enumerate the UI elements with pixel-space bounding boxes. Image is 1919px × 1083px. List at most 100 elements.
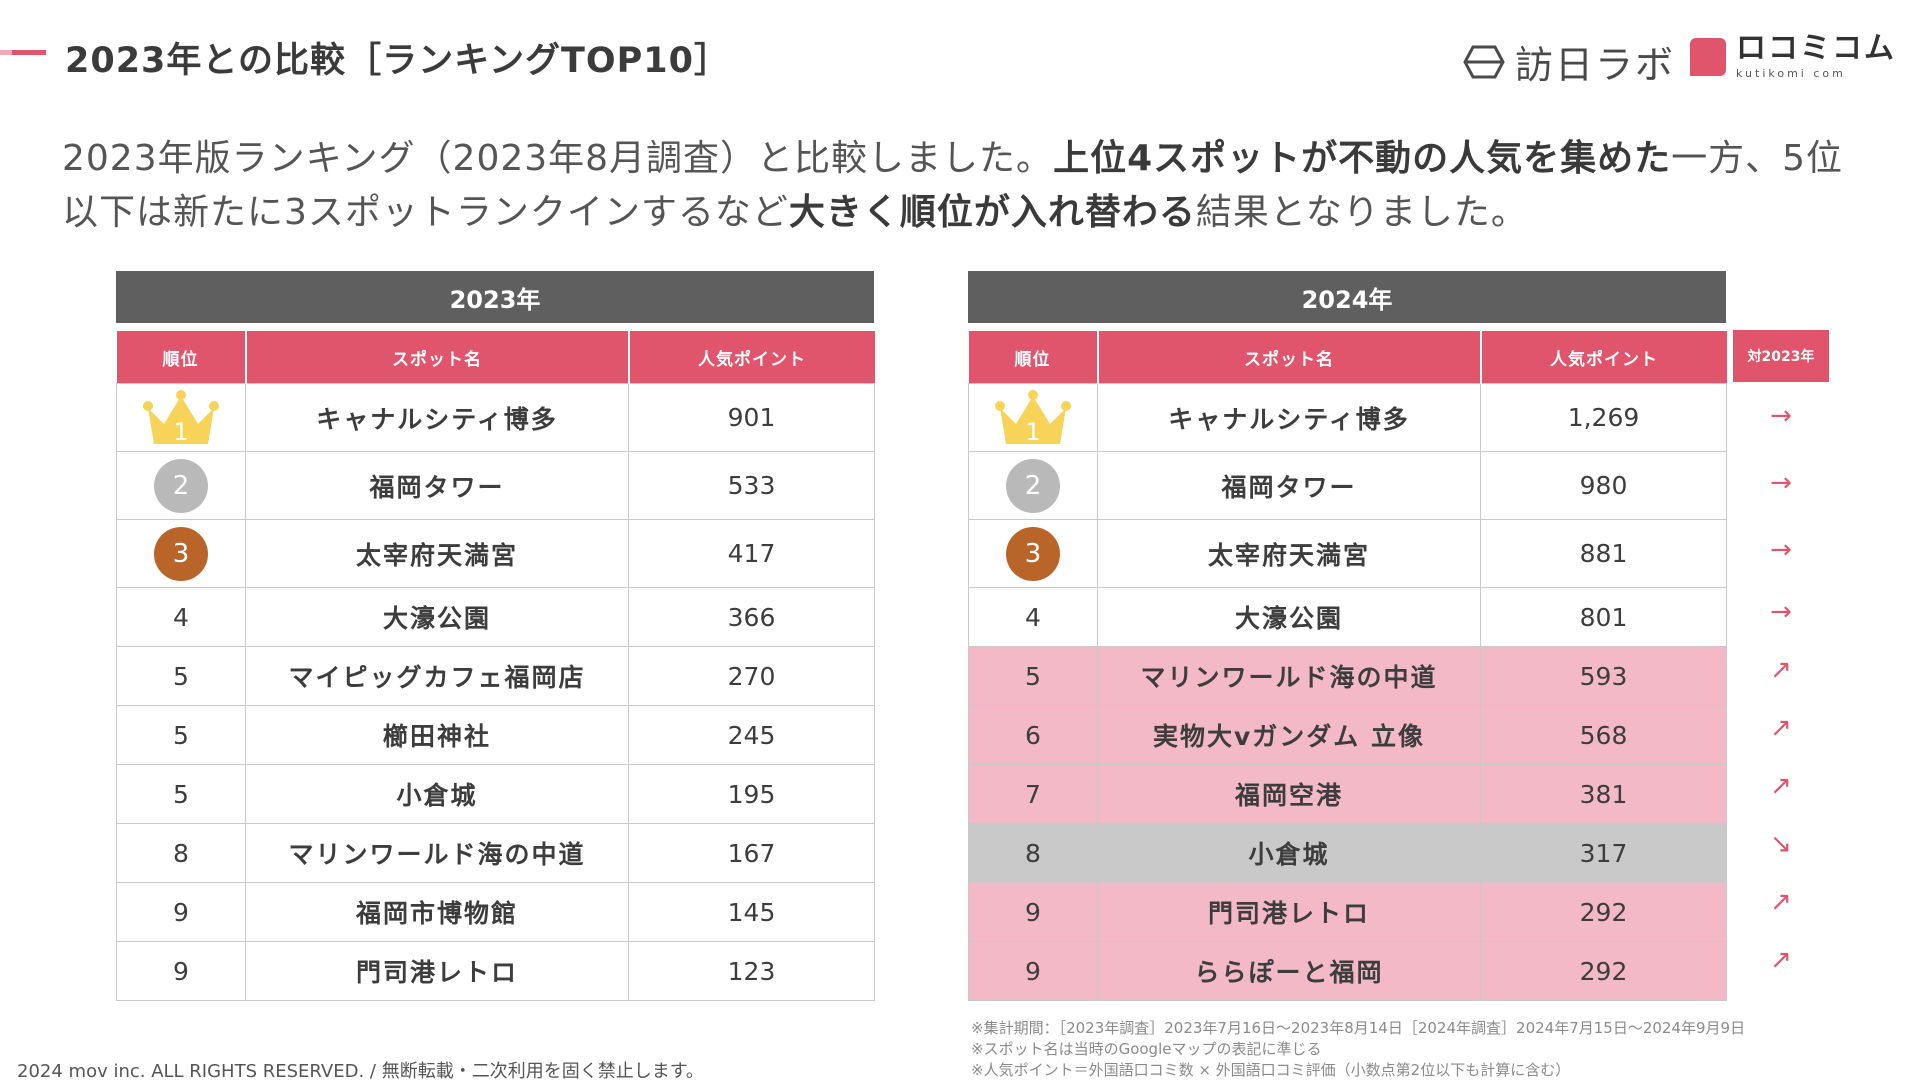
ranking-rows-2023: 1 キャナルシティ博多 901 2 福岡タワー 533 3 太宰府天満宮 417 4 大濠公園 366… (116, 383, 875, 1001)
spot-name-cell: 太宰府天満宮 (1097, 519, 1481, 588)
points-cell: 1,269 (1480, 383, 1727, 452)
crown-icon: 1 (143, 389, 219, 446)
points-cell: 980 (1480, 451, 1727, 520)
arrow-up-right-icon: ↗ (1770, 771, 1792, 801)
bronze-medal-badge: 3 (1006, 526, 1060, 581)
column-header-rank: 順位 (116, 331, 246, 384)
spot-name-cell: 門司港レトロ (1097, 882, 1481, 942)
points-cell: 881 (1480, 519, 1727, 588)
spot-name-cell: キャナルシティ博多 (1097, 383, 1481, 452)
arrow-up-right-icon: ↗ (1770, 713, 1792, 743)
points-cell: 245 (628, 705, 875, 765)
column-header-spot: スポット名 (1096, 331, 1481, 384)
spot-name-cell: 大濠公園 (1097, 587, 1481, 647)
points-cell: 533 (628, 451, 875, 520)
table-row: 6 実物大vガンダム 立像 568 (968, 705, 1727, 765)
spot-name-cell: 大濠公園 (245, 587, 629, 647)
year-header-2024: 2024年 (968, 271, 1726, 323)
table-row: 9 門司港レトロ 292 (968, 882, 1727, 942)
ranking-rows-2024: 1 キャナルシティ博多 1,269 2 福岡タワー 980 3 太宰府天満宮 881 4 大濠公園 8… (968, 383, 1727, 1001)
arrow-right-icon: → (1770, 534, 1792, 565)
arrow-up-right-icon: ↗ (1770, 945, 1792, 975)
rank-cell: 7 (968, 764, 1098, 824)
change-column: 対2023年 → → → → ↗ ↗ ↗ ↘ ↗ ↗ (1733, 330, 1829, 989)
table-row: 3 太宰府天満宮 881 (968, 519, 1727, 588)
rank-cell: 4 (116, 587, 246, 647)
spot-name-cell: 実物大vガンダム 立像 (1097, 705, 1481, 765)
points-cell: 568 (1480, 705, 1727, 765)
points-cell: 145 (628, 882, 875, 942)
page-title: 2023年との比較［ランキングTOP10］ (65, 41, 730, 81)
points-cell: 901 (628, 383, 875, 452)
arrow-up-right-icon: ↗ (1770, 887, 1792, 917)
table-row: 8 小倉城 317 (968, 823, 1727, 883)
spot-name-cell: 福岡空港 (1097, 764, 1481, 824)
lead-emphasis-2: 大きく順位が入れ替わる (788, 192, 1196, 233)
silver-medal-badge: 2 (154, 458, 208, 513)
points-cell: 292 (1480, 941, 1727, 1001)
arrow-down-right-icon: ↘ (1770, 829, 1792, 859)
change-cells: → → → → ↗ ↗ ↗ ↘ ↗ ↗ (1733, 382, 1829, 989)
crown-rank-label: 1 (1025, 418, 1040, 446)
rank-cell: 8 (116, 823, 246, 883)
houjin-lab-logo: 訪日ラボ (1463, 34, 1675, 89)
table-row: 1 キャナルシティ博多 1,269 (968, 383, 1727, 452)
footnote-period: ※集計期間：［2023年調査］2023年7月16日〜2023年8月14日［202… (971, 1019, 1746, 1037)
spot-name-cell: 福岡市博物館 (245, 882, 629, 942)
lead-paragraph: 2023年版ランキング（2023年8月調査）と比較しました。上位4スポットが不動… (62, 132, 1872, 240)
spot-name-cell: ららぽーと福岡 (1097, 941, 1481, 1001)
lead-text-1: 2023年版ランキング（2023年8月調査）と比較しました。 (62, 138, 1054, 179)
table-row: 2 福岡タワー 533 (116, 451, 875, 520)
ranking-table-2024: 2024年 順位 スポット名 人気ポイント 1 キャナルシティ博多 1,269 2 福岡… (968, 271, 1727, 1001)
spot-name-cell: キャナルシティ博多 (245, 383, 629, 452)
column-header-spot: スポット名 (244, 331, 629, 384)
kutikomi-logo: ロコミコム kutikomi com (1690, 34, 1896, 79)
rank-cell: 1 (968, 383, 1098, 452)
rank-cell: 6 (968, 705, 1098, 765)
table-row: 8 マリンワールド海の中道 167 (116, 823, 875, 883)
rank-cell: 5 (968, 646, 1098, 706)
table-row: 4 大濠公園 801 (968, 587, 1727, 647)
year-header-2023: 2023年 (116, 271, 874, 323)
crown-icon: 1 (995, 389, 1071, 446)
kutikomi-subtext: kutikomi com (1736, 67, 1846, 80)
points-cell: 270 (628, 646, 875, 706)
lead-text-3: 結果となりました。 (1195, 192, 1528, 233)
rank-cell: 3 (116, 519, 246, 588)
points-cell: 123 (628, 941, 875, 1001)
ranking-grid-2024: 順位 スポット名 人気ポイント 1 キャナルシティ博多 1,269 2 福岡タワー 980… (968, 331, 1727, 1001)
table-row: 5 小倉城 195 (116, 764, 875, 824)
points-cell: 366 (628, 587, 875, 647)
points-cell: 417 (628, 519, 875, 588)
arrow-right-icon: → (1770, 467, 1792, 498)
table-row: 3 太宰府天満宮 417 (116, 519, 875, 588)
bronze-medal-badge: 3 (154, 526, 208, 581)
table-row: 9 門司港レトロ 123 (116, 941, 875, 1001)
spot-name-cell: 櫛田神社 (245, 705, 629, 765)
lead-text-2: 一方、5位以下は新たに3スポットランクインするなど (62, 138, 1844, 233)
column-header-rank: 順位 (968, 331, 1098, 384)
crown-rank-label: 1 (173, 418, 188, 446)
rank-cell: 9 (116, 941, 246, 1001)
rank-cell: 9 (968, 941, 1098, 1001)
spot-name-cell: マイピッグカフェ福岡店 (245, 646, 629, 706)
kutikomi-wordmark: ロコミコム (1736, 31, 1896, 66)
rank-cell: 1 (116, 383, 246, 452)
spot-name-cell: 福岡タワー (245, 451, 629, 520)
footnote-points-formula: ※人気ポイント＝外国語口コミ数 × 外国語口コミ評価（小数点第2位以下も計算に含… (971, 1061, 1571, 1079)
column-header-points: 人気ポイント (627, 331, 875, 384)
spot-name-cell: 福岡タワー (1097, 451, 1481, 520)
rank-cell: 4 (968, 587, 1098, 647)
title-accent-bar (0, 50, 46, 55)
ranking-grid-2023: 順位 スポット名 人気ポイント 1 キャナルシティ博多 901 2 福岡タワー 533 3 太… (116, 331, 875, 1001)
column-header-points: 人気ポイント (1479, 331, 1727, 384)
rank-cell: 3 (968, 519, 1098, 588)
kutikomi-icon (1690, 37, 1726, 76)
arrow-right-icon: → (1770, 400, 1792, 431)
arrow-right-icon: → (1770, 597, 1792, 627)
footnotes: ※集計期間：［2023年調査］2023年7月16日〜2023年8月14日［202… (971, 1018, 1745, 1081)
column-header-change: 対2023年 (1733, 330, 1829, 382)
spot-name-cell: 太宰府天満宮 (245, 519, 629, 588)
houjin-lab-wordmark: 訪日ラボ (1515, 43, 1676, 87)
points-cell: 292 (1480, 882, 1727, 942)
